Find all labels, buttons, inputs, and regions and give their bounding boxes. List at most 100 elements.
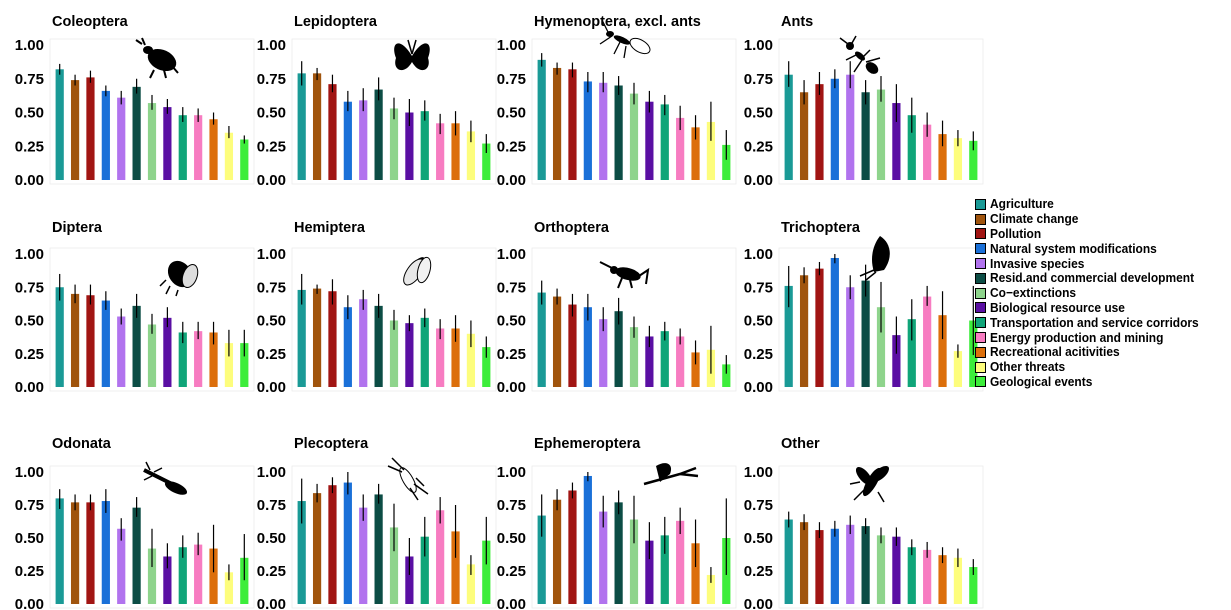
bar xyxy=(722,144,731,180)
bar xyxy=(147,103,157,180)
bar xyxy=(70,502,80,604)
bar xyxy=(163,107,172,180)
bar xyxy=(969,140,978,180)
bar xyxy=(343,482,352,604)
panel-0: Coleoptera 0.00 0.25 0.50 0.75 1.00 xyxy=(15,14,255,189)
bar xyxy=(466,131,476,180)
bar xyxy=(614,311,623,387)
panel-6: Orthoptera 0.00 0.25 0.50 0.75 1.00 xyxy=(497,220,737,396)
bar xyxy=(830,528,839,604)
bar xyxy=(224,132,234,180)
bar xyxy=(830,257,839,387)
bar xyxy=(328,84,337,180)
bar xyxy=(784,74,793,180)
bar xyxy=(101,300,110,387)
cricket-icon xyxy=(599,261,650,289)
bar xyxy=(132,305,141,387)
y-tick-label: 1.00 xyxy=(257,37,286,54)
bar xyxy=(599,82,608,180)
legend-label: Biological resource use xyxy=(990,299,1125,315)
bar xyxy=(194,544,203,604)
bar xyxy=(876,535,886,604)
beetle-icon xyxy=(135,37,179,79)
bar xyxy=(101,501,110,604)
insect-icon xyxy=(849,465,890,503)
bar xyxy=(583,81,592,180)
y-tick-label: 1.00 xyxy=(744,464,773,481)
bar xyxy=(420,317,429,387)
y-tick-label: 0.25 xyxy=(497,138,526,155)
bar xyxy=(117,97,126,180)
bar xyxy=(629,519,639,604)
panel-title: Coleoptera xyxy=(52,14,129,30)
y-tick-label: 0.25 xyxy=(744,346,773,363)
bar xyxy=(209,548,218,604)
panel-1: Lepidoptera 0.00 0.25 0.50 0.75 1.00 xyxy=(257,14,497,189)
legend-label: Geological events xyxy=(990,373,1093,389)
bar xyxy=(923,124,932,180)
bar xyxy=(466,564,476,604)
panel-frame xyxy=(531,465,737,609)
bar xyxy=(297,501,306,604)
bar xyxy=(969,567,978,604)
y-tick-label: 0.75 xyxy=(257,71,286,88)
caddisfly-icon xyxy=(859,236,890,281)
panel-frame xyxy=(49,247,255,392)
bar xyxy=(312,288,322,387)
panel-frame xyxy=(49,38,255,185)
bar xyxy=(240,343,249,387)
bar xyxy=(297,289,306,387)
y-tick-label: 0.25 xyxy=(744,138,773,155)
bar xyxy=(815,84,824,180)
bar xyxy=(117,528,126,604)
legend-label: Natural system modifications xyxy=(990,240,1157,256)
legend-label: Agriculture xyxy=(990,196,1054,212)
y-tick-label: 0.50 xyxy=(497,313,526,330)
legend-swatch xyxy=(975,287,986,299)
bar xyxy=(799,275,809,387)
legend-item: Resid.and commercial development xyxy=(975,271,1217,286)
bar xyxy=(451,123,460,180)
y-tick-label: 0.75 xyxy=(744,71,773,88)
bar xyxy=(799,522,809,604)
bar xyxy=(328,485,337,604)
bar xyxy=(784,519,793,604)
panel-frame xyxy=(291,38,497,185)
y-tick-label: 0.00 xyxy=(744,172,773,189)
legend-item: Pollution xyxy=(975,226,1217,242)
bar xyxy=(537,515,546,604)
bar xyxy=(163,317,172,387)
y-tick-label: 0.75 xyxy=(257,497,286,514)
y-tick-label: 0.00 xyxy=(497,379,526,396)
bar xyxy=(953,138,963,180)
legend-item: Other threats xyxy=(975,360,1217,375)
bar xyxy=(552,499,562,604)
bar xyxy=(568,490,577,604)
y-tick-label: 0.75 xyxy=(15,497,44,514)
bar xyxy=(389,320,399,387)
bar xyxy=(55,287,64,387)
y-tick-label: 0.25 xyxy=(15,563,44,580)
legend-swatch xyxy=(975,243,986,255)
bar xyxy=(482,540,491,604)
bar xyxy=(436,328,445,387)
legend-swatch xyxy=(975,213,986,225)
bar xyxy=(537,59,546,180)
y-tick-label: 0.25 xyxy=(497,563,526,580)
y-tick-label: 1.00 xyxy=(257,464,286,481)
panel-5: Hemiptera 0.00 0.25 0.50 0.75 1.00 xyxy=(257,220,497,396)
bar xyxy=(194,331,203,387)
y-tick-label: 0.50 xyxy=(744,530,773,547)
bar xyxy=(389,527,399,604)
bar xyxy=(676,117,685,180)
bar xyxy=(938,315,947,387)
y-tick-label: 0.75 xyxy=(497,71,526,88)
bar xyxy=(420,111,429,180)
y-tick-label: 0.75 xyxy=(744,279,773,296)
legend-item: Agriculture xyxy=(975,197,1217,212)
bar xyxy=(359,299,368,387)
y-tick-label: 0.50 xyxy=(744,313,773,330)
y-tick-label: 1.00 xyxy=(15,246,44,263)
legend-label: Transportation and service corridors xyxy=(990,314,1199,330)
